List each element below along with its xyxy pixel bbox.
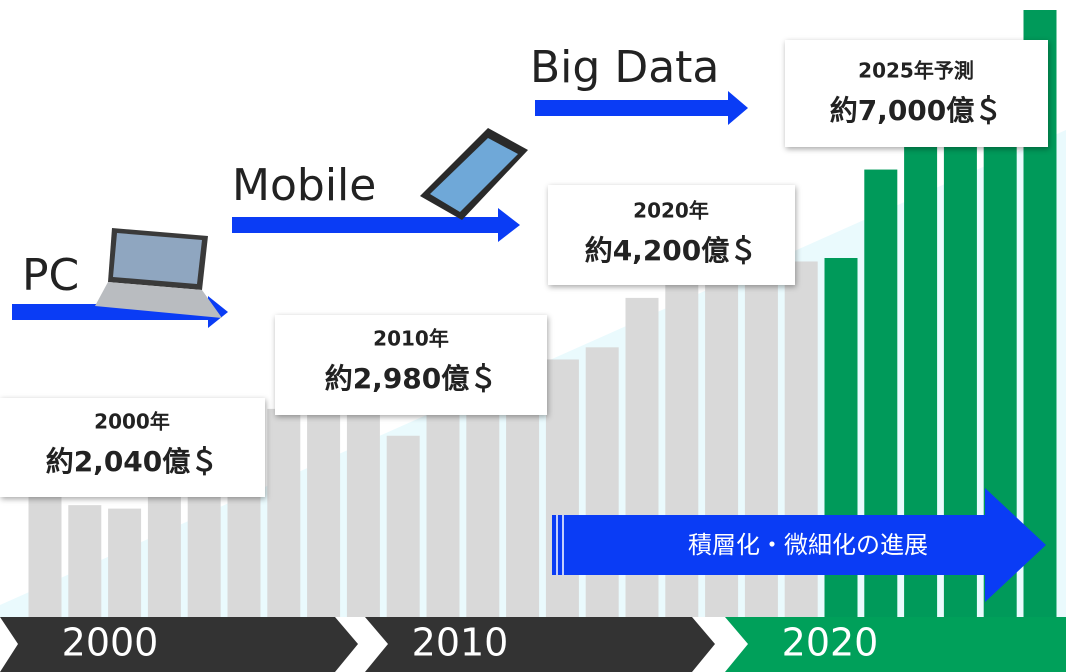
- bar: [147, 486, 181, 617]
- period-label: 2020: [782, 621, 879, 665]
- callout-box: [275, 315, 547, 415]
- callout-box: [785, 40, 1048, 147]
- period-label: 2000: [62, 621, 159, 665]
- trend-label: 積層化・微細化の進展: [688, 531, 928, 559]
- bar: [386, 435, 420, 617]
- bar: [545, 359, 579, 617]
- period-chevron: [725, 617, 1066, 672]
- laptop-icon: [95, 228, 222, 318]
- bar: [108, 508, 142, 617]
- era-label: PC: [22, 250, 79, 301]
- callout-amount: 約2,040億＄: [46, 445, 219, 478]
- callout-amount: 約4,200億＄: [585, 234, 758, 267]
- era-label: Mobile: [232, 160, 376, 211]
- bar: [346, 408, 380, 617]
- callout-year: 2010年: [373, 327, 449, 351]
- period-label: 2010: [412, 621, 509, 665]
- callout-box: [0, 398, 265, 497]
- callout-year: 2000年: [94, 410, 170, 434]
- period-chevron: [0, 617, 358, 672]
- callout-amount: 約7,000億＄: [830, 94, 1003, 127]
- trend-arrow: [552, 488, 1046, 602]
- era-arrow: [232, 208, 520, 242]
- period-chevron: [365, 617, 715, 672]
- callout-box: [548, 185, 795, 285]
- bar: [68, 505, 102, 617]
- bar: [267, 408, 301, 617]
- callout-year: 2025年予測: [858, 59, 974, 83]
- callout-year: 2020年: [633, 199, 709, 223]
- phone-icon: [420, 128, 528, 220]
- bar: [585, 347, 619, 617]
- era-label: Big Data: [530, 42, 719, 93]
- bar: [307, 400, 341, 617]
- callout-amount: 約2,980億＄: [325, 362, 498, 395]
- era-arrow: [535, 91, 748, 125]
